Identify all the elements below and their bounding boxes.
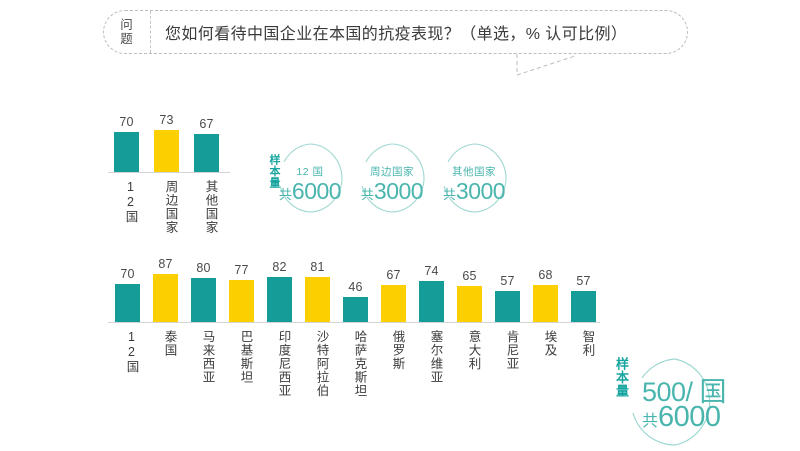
badge-line2-value: 6000 — [658, 401, 721, 433]
chart-axis — [108, 172, 230, 173]
ring-icon — [279, 143, 343, 213]
ring-value-prefix: 共 — [360, 187, 374, 202]
bar-category-label: 泰国 — [162, 330, 177, 357]
bar-category-label: 其他国家 — [203, 180, 218, 234]
bar-category-label: 塞尔维亚 — [428, 330, 443, 384]
badge-line2: 共6000 — [642, 401, 721, 434]
ring-caption: 12 国 — [296, 166, 324, 178]
bar — [114, 132, 139, 172]
bar-value-label: 68 — [538, 267, 553, 282]
sample-size-panel: 样本量 12 国共6000 周边国家 共3000 其他国家 共3000 — [268, 142, 507, 224]
ring-value: 共3000 — [353, 178, 431, 205]
bar-value-label: 46 — [348, 279, 363, 294]
bar-category-label: 哈萨克斯坦 — [352, 330, 367, 398]
bar-value-label: 67 — [386, 268, 401, 283]
question-tag-line1: 问 — [120, 18, 134, 32]
bar — [153, 274, 178, 322]
ring-caption: 其他国家 — [452, 166, 496, 178]
bar — [457, 286, 482, 322]
bar-category-label: 印度尼西亚 — [276, 330, 291, 398]
bar-category-label: 马来西亚 — [200, 330, 215, 384]
chart-axis — [108, 322, 600, 323]
bar-category-label: 埃及 — [542, 330, 557, 357]
bar-category-label: 俄罗斯 — [390, 330, 405, 371]
bar — [571, 290, 596, 322]
sample-size-ring: 12 国共6000 — [276, 142, 344, 214]
badge-line1: 500/ 国 — [642, 377, 727, 407]
bar — [305, 277, 330, 322]
bar — [381, 285, 406, 322]
bar-value-label: 80 — [196, 261, 211, 275]
ring-value: 共6000 — [271, 178, 349, 205]
ring-value-number: 3000 — [373, 178, 424, 204]
bar-value-label: 57 — [500, 273, 515, 288]
bar-value-label: 67 — [199, 116, 214, 131]
bar — [267, 276, 292, 322]
bar-value-label: 87 — [158, 257, 173, 272]
bar — [495, 290, 520, 322]
badge-line2-prefix: 共 — [642, 413, 659, 430]
bar-category-label: 周边国家 — [163, 180, 178, 234]
bar-category-label: 沙特阿拉伯 — [314, 330, 329, 398]
bar-value-label: 81 — [310, 260, 325, 275]
sample-size-label: 样本量 — [268, 154, 280, 189]
bar — [194, 133, 219, 172]
bar-category-label: 巴基斯坦 — [238, 330, 253, 384]
bar — [419, 281, 444, 322]
bar-value-label: 57 — [576, 273, 591, 288]
ring-value-prefix: 共 — [442, 187, 456, 202]
bubble-tail-icon — [516, 54, 576, 76]
question-text: 您如何看待中国企业在本国的抗疫表现？（单选，% 认可比例） — [165, 26, 628, 43]
bar — [154, 130, 179, 172]
ring-icon — [443, 143, 507, 213]
bar-category-label: 12国 — [123, 180, 138, 224]
ring-value: 共3000 — [435, 178, 513, 205]
ring-value-number: 3000 — [455, 178, 506, 204]
ring-icon — [361, 143, 425, 213]
sample-size-ring: 其他国家共3000 — [440, 142, 508, 214]
bar — [229, 279, 254, 322]
bar-value-label: 77 — [234, 262, 249, 277]
bar-value-label: 74 — [424, 264, 439, 279]
bar-category-label: 智利 — [580, 330, 595, 357]
overview-bar-chart: 70 12国 73 周边国家 67 其他国家 — [108, 113, 238, 250]
bar-value-label: 70 — [119, 115, 134, 130]
bar — [191, 278, 216, 322]
ring-value-number: 6000 — [291, 178, 342, 204]
ring-caption: 周边国家 — [370, 166, 414, 178]
bar — [343, 296, 368, 322]
badge-ring-icon — [632, 358, 711, 446]
bar-value-label: 73 — [159, 113, 174, 128]
bar-category-label: 12国 — [124, 330, 139, 374]
bottom-sample-size-badge: 样本量 500/ 国 共6000 — [606, 352, 786, 447]
question-bubble: 问 题 您如何看待中国企业在本国的抗疫表现？（单选，% 认可比例） — [103, 10, 688, 54]
sample-size-ring: 周边国家共3000 — [358, 142, 426, 214]
bar-value-label: 65 — [462, 269, 477, 284]
question-tag: 问 题 — [104, 11, 151, 53]
bar-category-label: 意大利 — [466, 330, 481, 371]
bar-value-label: 70 — [120, 266, 135, 281]
bar-value-label: 82 — [272, 259, 287, 274]
bar — [533, 284, 558, 322]
question-tag-line2: 题 — [120, 32, 134, 46]
ring-value-prefix: 共 — [278, 187, 292, 202]
bar — [115, 283, 140, 322]
by-country-bar-chart: 70 12国 87 泰国 80 马来西亚 77 巴基斯坦 82 印度尼西亚 81 沙特阿拉伯 46 哈萨克… — [108, 257, 608, 437]
bar-category-label: 肯尼亚 — [504, 330, 519, 371]
badge-sample-label: 样本量 — [614, 357, 629, 398]
